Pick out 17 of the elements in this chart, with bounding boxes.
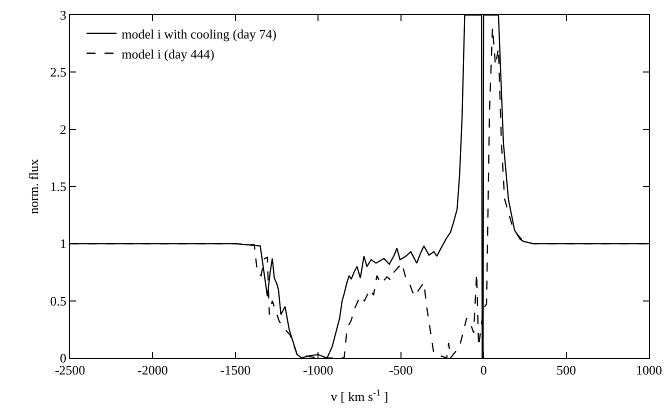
legend-label: model i with cooling (day 74) xyxy=(122,26,276,42)
y-tick-label: 1.5 xyxy=(50,179,66,194)
x-tick-label: -1000 xyxy=(302,362,334,378)
x-tick-label: -500 xyxy=(388,362,413,378)
x-tick-label: 1000 xyxy=(636,362,662,378)
x-tick-label: -1500 xyxy=(220,362,251,378)
y-tick-label: 2 xyxy=(60,122,66,137)
y-tick-label: 0.5 xyxy=(50,293,66,308)
x-tick-label: 0 xyxy=(480,362,487,378)
x-axis-title: v [ km s$^{-1}$ ] xyxy=(330,388,388,404)
y-tick-label: 1 xyxy=(60,236,66,252)
x-tick-label: -2000 xyxy=(138,362,168,378)
y-tick-label: 3 xyxy=(60,8,66,23)
y-axis-title: norm. flux xyxy=(26,158,42,214)
y-tick-label: 2.5 xyxy=(50,64,66,80)
legend-label: model i (day 444) xyxy=(122,46,214,62)
x-tick-label: 500 xyxy=(556,362,576,378)
